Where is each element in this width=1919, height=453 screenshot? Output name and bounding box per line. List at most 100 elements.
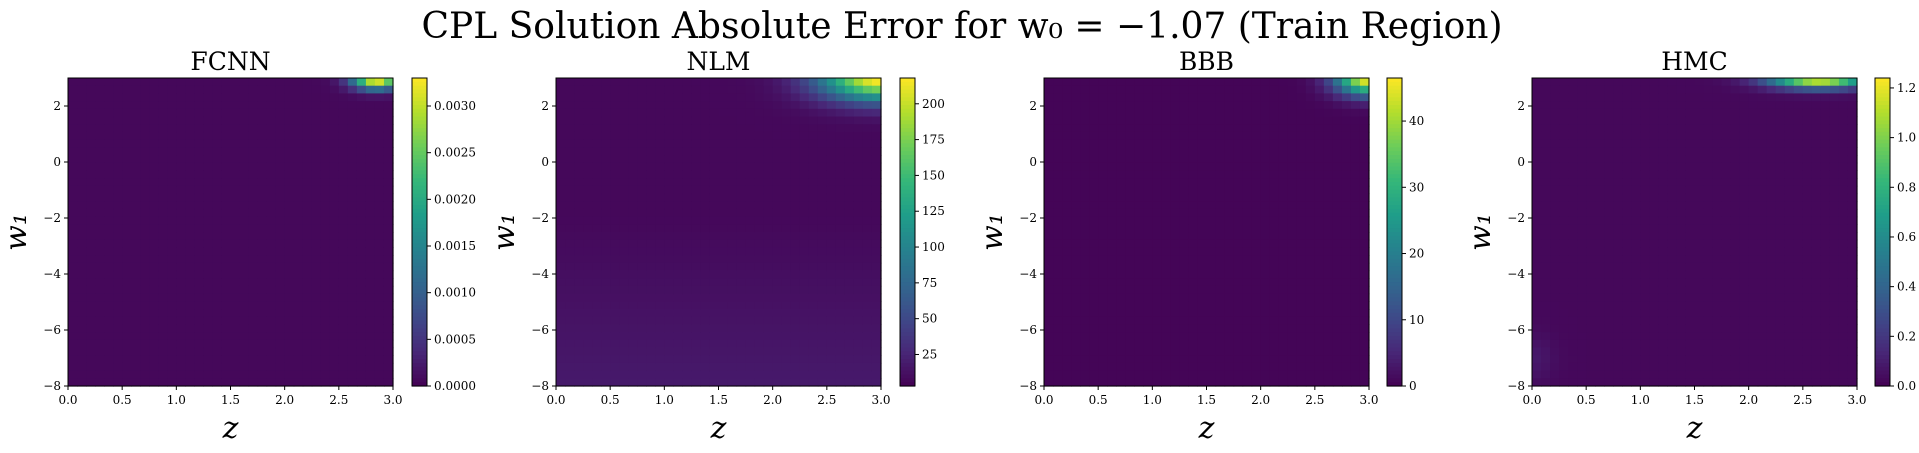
heatmap-cell xyxy=(1577,371,1587,379)
heatmap-cell xyxy=(728,209,738,217)
colorbar-segment xyxy=(412,263,427,267)
heatmap-cell xyxy=(1243,317,1253,325)
heatmap-cell xyxy=(1044,117,1054,125)
heatmap-cell xyxy=(592,140,602,148)
heatmap-cell xyxy=(330,86,340,94)
heatmap-cell xyxy=(1324,132,1334,140)
heatmap-cell xyxy=(339,340,349,348)
heatmap-cell xyxy=(77,324,87,332)
heatmap-cell xyxy=(1351,124,1361,132)
heatmap-cell xyxy=(1568,340,1578,348)
heatmap-cell xyxy=(1116,363,1126,371)
heatmap-cell xyxy=(746,78,756,86)
heatmap-cell xyxy=(258,317,268,325)
heatmap-cell xyxy=(728,109,738,117)
x-tick-label: 0.5 xyxy=(601,393,620,407)
heatmap-cell xyxy=(565,132,575,140)
heatmap-cell xyxy=(592,255,602,263)
heatmap-cell xyxy=(646,332,656,340)
heatmap-cell xyxy=(628,132,638,140)
heatmap-cell xyxy=(140,217,150,225)
heatmap-cell xyxy=(1098,278,1108,286)
colorbar-segment xyxy=(900,328,915,332)
heatmap-cell xyxy=(1586,101,1596,109)
heatmap-cell xyxy=(122,348,132,356)
heatmap-cell xyxy=(1288,301,1298,309)
heatmap-cell xyxy=(1044,201,1054,209)
heatmap-cell xyxy=(1342,247,1352,255)
heatmap-cell xyxy=(746,155,756,163)
heatmap-cell xyxy=(773,240,783,248)
heatmap-cell xyxy=(1360,209,1370,217)
heatmap-cell xyxy=(728,348,738,356)
heatmap-cell xyxy=(1053,117,1063,125)
heatmap-cell xyxy=(131,224,141,232)
heatmap-cell xyxy=(1107,355,1117,363)
heatmap-cell xyxy=(348,324,358,332)
heatmap-cell xyxy=(700,93,710,101)
heatmap-cell xyxy=(836,348,846,356)
colorbar-segment xyxy=(1387,251,1402,255)
heatmap-cell xyxy=(791,194,801,202)
heatmap-cell xyxy=(809,294,819,302)
colorbar-segment xyxy=(412,143,427,147)
heatmap-cell xyxy=(1270,324,1280,332)
heatmap-cell xyxy=(348,263,358,271)
heatmap-cell xyxy=(375,178,385,186)
heatmap-cell xyxy=(746,201,756,209)
heatmap-cell xyxy=(231,194,241,202)
heatmap-cell xyxy=(1586,163,1596,171)
heatmap-cell xyxy=(655,247,665,255)
heatmap-cell xyxy=(1577,332,1587,340)
colorbar-segment xyxy=(412,163,427,167)
heatmap-cell xyxy=(709,78,719,86)
heatmap-cell xyxy=(276,201,286,209)
heatmap-cell xyxy=(1261,348,1271,356)
heatmap-cell xyxy=(231,278,241,286)
heatmap-cell xyxy=(1071,209,1081,217)
heatmap-cell xyxy=(285,78,295,86)
heatmap-cell xyxy=(1550,240,1560,248)
heatmap-cell xyxy=(357,132,367,140)
heatmap-cell xyxy=(95,348,105,356)
heatmap-cell xyxy=(1107,147,1117,155)
heatmap-cell xyxy=(1062,163,1072,171)
colorbar-segment xyxy=(900,324,915,328)
heatmap-cell xyxy=(221,78,231,86)
heatmap-cell xyxy=(574,294,584,302)
heatmap-cell xyxy=(1216,86,1226,94)
heatmap-cell xyxy=(682,186,692,194)
heatmap-cell xyxy=(212,209,222,217)
heatmap-cell xyxy=(719,309,729,317)
heatmap-cell xyxy=(167,378,177,386)
colorbar-segment xyxy=(1387,186,1402,190)
heatmap-cell xyxy=(86,378,96,386)
heatmap-cell xyxy=(249,348,259,356)
x-tick-label: 1.5 xyxy=(221,393,240,407)
heatmap-cell xyxy=(1532,217,1542,225)
heatmap-cell xyxy=(1080,301,1090,309)
heatmap-cell xyxy=(782,363,792,371)
heatmap-cell xyxy=(113,186,123,194)
heatmap-cell xyxy=(655,224,665,232)
heatmap-cell xyxy=(276,240,286,248)
heatmap-cell xyxy=(592,194,602,202)
heatmap-cell xyxy=(149,209,159,217)
heatmap-cell xyxy=(1234,101,1244,109)
heatmap-cell xyxy=(1324,186,1334,194)
heatmap-cell xyxy=(294,147,304,155)
heatmap-cell xyxy=(682,371,692,379)
heatmap-cell xyxy=(719,340,729,348)
heatmap-cell xyxy=(1053,278,1063,286)
heatmap-cell xyxy=(267,93,277,101)
heatmap-cell xyxy=(303,209,313,217)
heatmap-cell xyxy=(1252,155,1262,163)
heatmap-cell xyxy=(1125,124,1135,132)
heatmap-cell xyxy=(330,124,340,132)
heatmap-cell xyxy=(1234,378,1244,386)
heatmap-cell xyxy=(221,170,231,178)
heatmap-cell xyxy=(1541,301,1551,309)
heatmap-cell xyxy=(339,324,349,332)
heatmap-cell xyxy=(1161,247,1171,255)
heatmap-cell xyxy=(1234,232,1244,240)
